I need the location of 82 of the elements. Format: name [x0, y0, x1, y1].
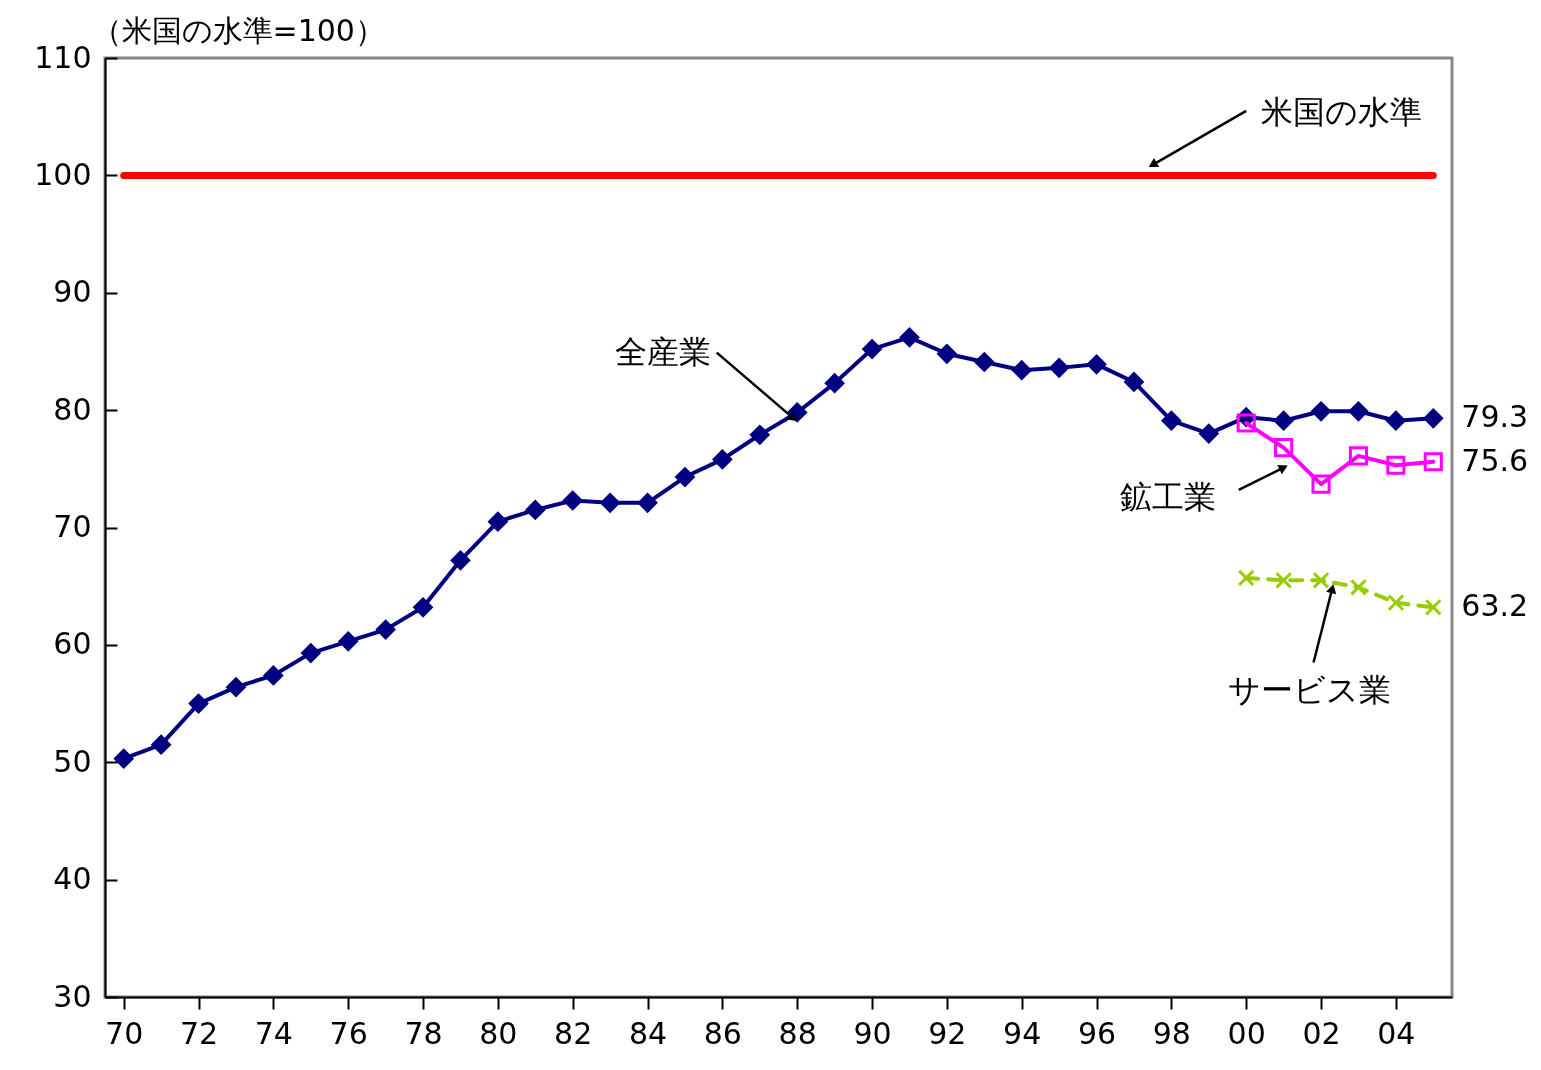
- y-tick-label: 80: [53, 391, 92, 427]
- point: [1424, 598, 1442, 616]
- x-tick-label: 92: [928, 1015, 967, 1051]
- data-label: 75.6: [1461, 442, 1529, 478]
- point: [749, 424, 770, 445]
- point: [1385, 410, 1406, 431]
- x-tick-label: 94: [1003, 1015, 1042, 1051]
- x-tick-label: 86: [703, 1015, 742, 1051]
- point: [263, 665, 284, 686]
- x-tick-label: 82: [554, 1015, 593, 1051]
- x-tick-label: 72: [179, 1015, 219, 1051]
- point: [375, 619, 396, 640]
- point: [1198, 423, 1219, 444]
- point: [1311, 474, 1331, 494]
- point: [413, 597, 433, 618]
- y-tick-label: 70: [53, 509, 92, 544]
- point: [1311, 401, 1331, 422]
- series-label: 鉱工業: [1119, 478, 1216, 517]
- series-label: サービス業: [1228, 670, 1392, 709]
- point: [450, 550, 471, 571]
- point: [1086, 354, 1107, 375]
- point: [1237, 569, 1255, 587]
- y-tick-label: 50: [53, 743, 92, 779]
- x-tick-label: 88: [778, 1015, 817, 1051]
- point: [936, 343, 957, 364]
- point: [1161, 410, 1182, 431]
- point: [899, 327, 920, 348]
- x-tick-label: 76: [329, 1015, 368, 1051]
- x-tick-label: 96: [1077, 1015, 1117, 1051]
- x-tick-label: 98: [1152, 1015, 1191, 1051]
- point: [1274, 438, 1294, 458]
- y-tick-label: 30: [53, 978, 92, 1014]
- point: [1275, 571, 1293, 589]
- y-tick-label: 110: [34, 39, 92, 75]
- text: 全産業: [615, 332, 712, 371]
- x-tick-label: 00: [1227, 1015, 1266, 1051]
- point: [1423, 408, 1444, 429]
- x-tick-label: 84: [628, 1015, 668, 1051]
- point: [1348, 446, 1369, 466]
- point: [1423, 452, 1443, 472]
- point: [1236, 413, 1256, 433]
- point: [487, 511, 508, 532]
- x-tick-label: 70: [105, 1015, 144, 1051]
- point: [338, 631, 359, 652]
- y-tick-label: 60: [53, 626, 92, 662]
- point: [600, 492, 621, 513]
- y-axis-title: （米国の水準=100）: [91, 12, 385, 48]
- point: [226, 677, 246, 698]
- x-tick-label: 80: [479, 1015, 518, 1051]
- x-tick-label: 74: [254, 1015, 293, 1051]
- x-tick-label: 78: [404, 1015, 443, 1051]
- point: [1273, 410, 1294, 431]
- data-label: 79.3: [1461, 399, 1529, 435]
- y-tick-label: 90: [53, 274, 92, 310]
- point: [1387, 594, 1405, 612]
- point: [675, 467, 695, 487]
- series-label: 米国の水準: [1261, 93, 1423, 132]
- point: [1386, 455, 1406, 475]
- x-tick-label: 90: [853, 1015, 892, 1051]
- point: [188, 693, 209, 714]
- point: [712, 449, 733, 470]
- point: [151, 734, 172, 755]
- point: [974, 352, 995, 372]
- point: [562, 490, 583, 511]
- point: [1348, 401, 1369, 422]
- x-tick-label: 02: [1302, 1015, 1341, 1051]
- point: [824, 373, 845, 394]
- y-tick-label: 40: [53, 861, 92, 897]
- point: [300, 643, 321, 664]
- y-tick-label: 100: [34, 156, 92, 192]
- point: [862, 339, 882, 360]
- point: [1124, 372, 1144, 392]
- point: [1011, 360, 1032, 381]
- point: [787, 402, 808, 423]
- point: [637, 492, 658, 513]
- data-label: 63.2: [1461, 588, 1529, 624]
- point: [1349, 578, 1368, 596]
- point: [1312, 571, 1330, 589]
- point: [113, 748, 134, 769]
- point: [525, 499, 546, 520]
- point: [1049, 357, 1070, 378]
- x-tick-label: 04: [1377, 1015, 1416, 1051]
